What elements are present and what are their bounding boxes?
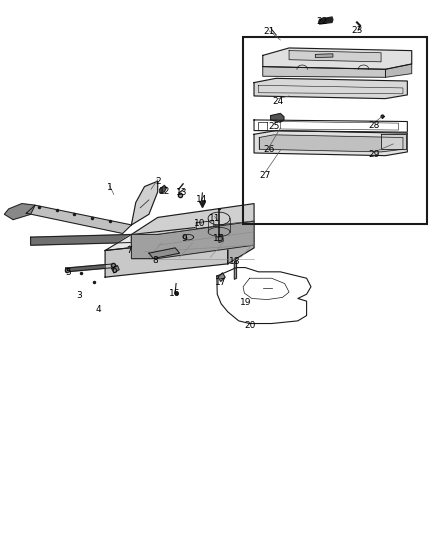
Text: 16: 16 <box>170 289 181 297</box>
Text: 18: 18 <box>229 257 240 265</box>
Text: 29: 29 <box>369 150 380 159</box>
Polygon shape <box>66 264 114 272</box>
Polygon shape <box>218 273 225 281</box>
Bar <box>243 37 427 224</box>
Text: 26: 26 <box>264 145 275 154</box>
Polygon shape <box>131 221 254 259</box>
Polygon shape <box>254 131 407 156</box>
Polygon shape <box>385 64 412 77</box>
Text: 28: 28 <box>369 121 380 130</box>
Text: 6: 6 <box>111 266 117 275</box>
Polygon shape <box>4 204 35 220</box>
Text: 17: 17 <box>215 278 227 287</box>
Text: 20: 20 <box>244 321 255 329</box>
Text: 14: 14 <box>196 196 207 204</box>
Text: 8: 8 <box>152 256 159 264</box>
Polygon shape <box>26 205 131 233</box>
Text: 19: 19 <box>240 298 251 307</box>
Text: 21: 21 <box>264 28 275 36</box>
Polygon shape <box>381 134 406 149</box>
Text: 2: 2 <box>155 177 160 185</box>
Text: 27: 27 <box>259 172 271 180</box>
Polygon shape <box>259 135 403 152</box>
Text: 25: 25 <box>268 123 279 131</box>
Text: 5: 5 <box>65 269 71 277</box>
Text: 10: 10 <box>194 220 205 228</box>
Polygon shape <box>196 221 214 229</box>
Polygon shape <box>31 235 131 245</box>
Polygon shape <box>131 204 254 252</box>
Polygon shape <box>263 48 412 69</box>
Text: 22: 22 <box>316 17 328 26</box>
Polygon shape <box>289 51 381 62</box>
Text: 9: 9 <box>181 235 187 243</box>
Polygon shape <box>315 54 333 58</box>
Polygon shape <box>228 221 254 264</box>
Polygon shape <box>160 185 166 193</box>
Polygon shape <box>131 181 158 225</box>
Polygon shape <box>254 78 407 99</box>
Polygon shape <box>112 265 119 273</box>
Text: 13: 13 <box>176 189 187 197</box>
Text: 1: 1 <box>106 183 113 192</box>
Polygon shape <box>234 261 237 279</box>
Text: 24: 24 <box>272 97 284 106</box>
Polygon shape <box>218 235 223 243</box>
Polygon shape <box>319 17 333 24</box>
Text: 12: 12 <box>159 188 170 196</box>
Text: 11: 11 <box>209 214 220 223</box>
Text: 15: 15 <box>213 234 225 243</box>
Polygon shape <box>105 237 228 277</box>
Text: 23: 23 <box>351 27 363 35</box>
Text: 3: 3 <box>76 292 82 300</box>
Text: 7: 7 <box>126 246 132 255</box>
Polygon shape <box>263 67 385 77</box>
Polygon shape <box>149 248 180 259</box>
Polygon shape <box>271 114 284 122</box>
Polygon shape <box>105 221 254 251</box>
Text: 4: 4 <box>96 305 101 313</box>
